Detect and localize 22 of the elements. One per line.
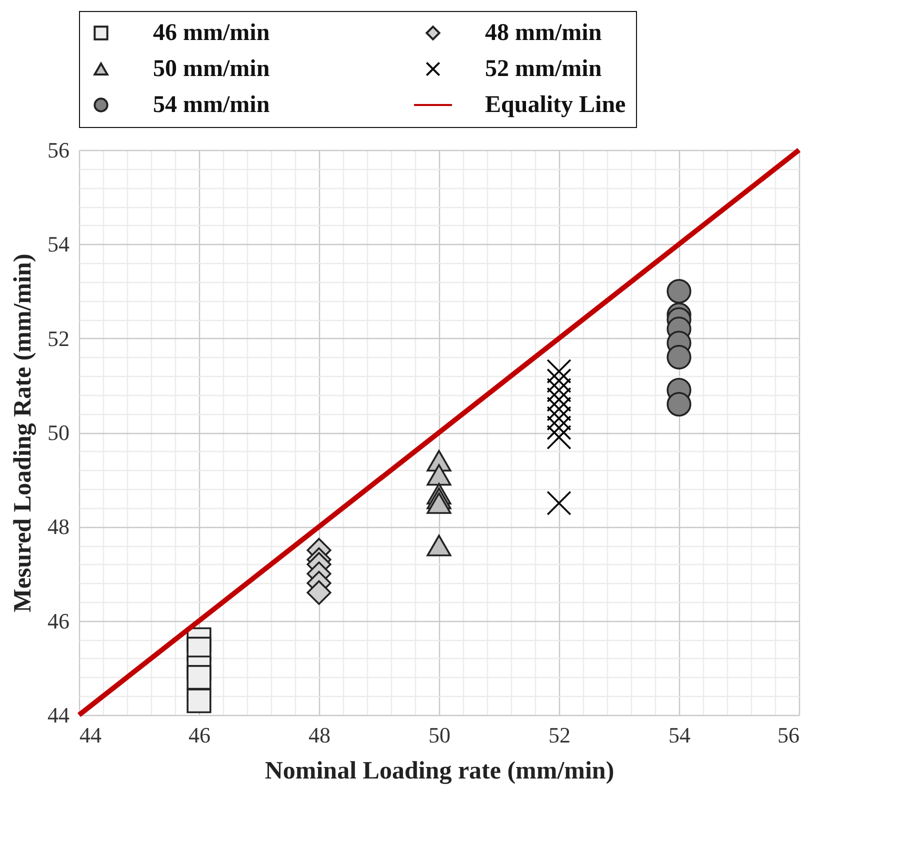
legend-label: 48 mm/min <box>485 20 602 46</box>
y-tick-label: 50 <box>48 420 70 445</box>
x-tick-label: 52 <box>548 722 570 748</box>
x-tick-label: 56 <box>778 722 800 748</box>
x-tick-label: 50 <box>428 722 450 748</box>
legend-label: 46 mm/min <box>153 20 270 46</box>
legend-label: 50 mm/min <box>153 56 270 82</box>
x-tick-label: 54 <box>668 722 690 748</box>
y-tick-label: 48 <box>48 514 70 540</box>
y-tick-label: 44 <box>48 702 70 728</box>
x-tick-label: 46 <box>188 722 210 748</box>
x-tick-label: 44 <box>80 722 102 748</box>
y-axis-title: Mesured Loading Rate (mm/min) <box>10 254 36 612</box>
legend-label: Equality Line <box>485 92 626 118</box>
y-tick-label: 52 <box>48 326 70 351</box>
y-tick-label: 54 <box>48 232 70 257</box>
x-tick-label: 48 <box>308 722 330 748</box>
legend-label: 52 mm/min <box>485 56 602 82</box>
legend-label: 54 mm/min <box>153 92 270 118</box>
x-axis-title: Nominal Loading rate (mm/min) <box>264 758 614 784</box>
y-tick-label: 46 <box>48 608 70 634</box>
y-tick-label: 56 <box>48 138 70 162</box>
